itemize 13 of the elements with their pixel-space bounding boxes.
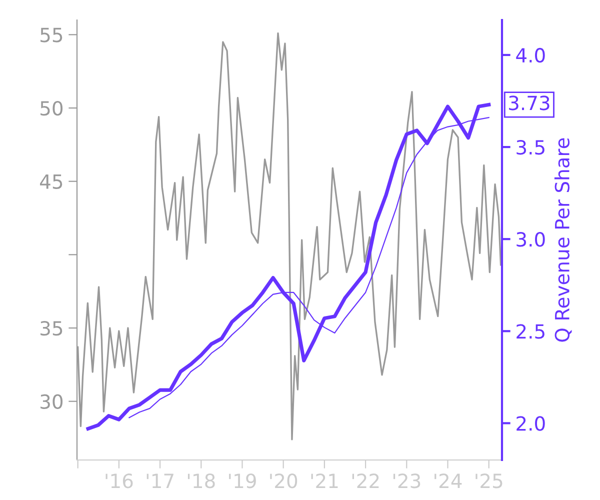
y-tick-label: 35 <box>40 320 62 336</box>
y2-tick-label: 4.0 <box>516 48 545 63</box>
y-tick-label: 55 <box>40 28 62 42</box>
y-tick-label: 45 <box>40 174 62 189</box>
y2-axis-title: Q Revenue Per Share <box>554 138 572 342</box>
line-series <box>86 102 491 431</box>
y2-tick-label: 2.5 <box>516 324 544 339</box>
y2-tick-label: 3.5 <box>516 140 544 155</box>
data-label: 3.73 <box>509 96 550 110</box>
y2-tick-label: 2.0 <box>516 416 545 431</box>
y-tick-label: 50 <box>40 100 63 116</box>
y-tick-label: 30 <box>40 394 63 409</box>
y2-tick-label: 3.0 <box>516 232 545 247</box>
